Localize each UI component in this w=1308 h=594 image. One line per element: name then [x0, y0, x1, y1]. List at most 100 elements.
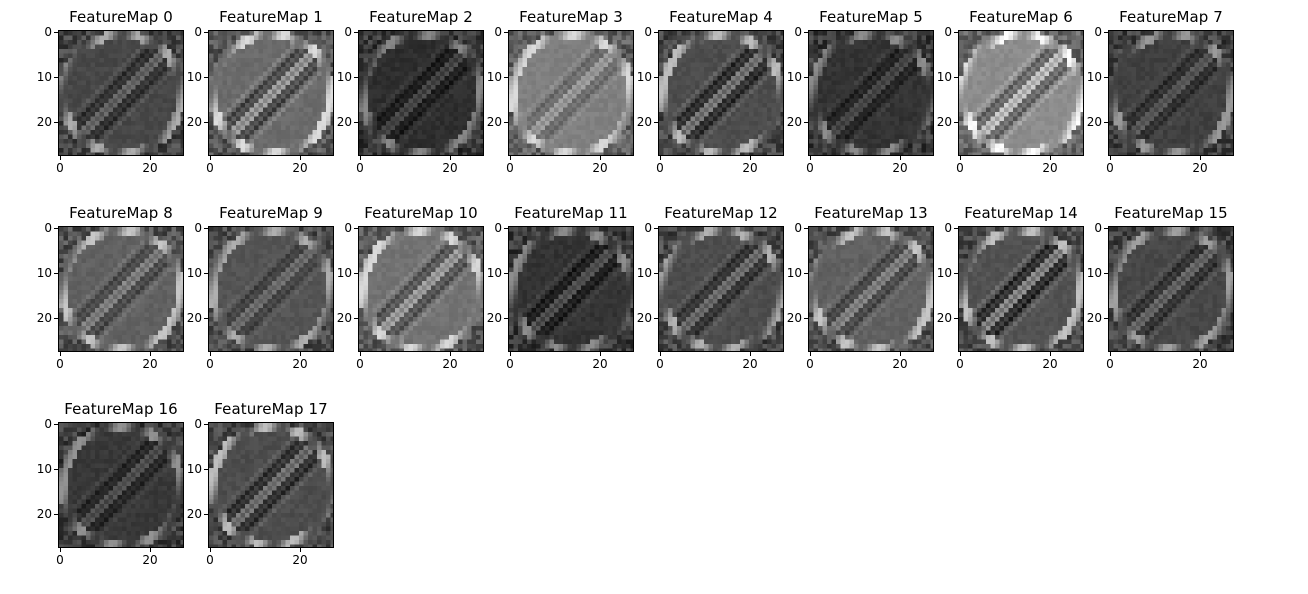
feature-map-panel: FeatureMap 8 0 10 20 0 20: [37, 196, 202, 376]
y-tick-mark: [954, 228, 958, 229]
x-tick-mark: [60, 352, 61, 356]
feature-map-panel: FeatureMap 6 0 10 20 0 20: [937, 0, 1102, 180]
y-tick-mark: [204, 228, 208, 229]
x-tick-mark: [1110, 156, 1111, 160]
y-tick-mark: [204, 514, 208, 515]
x-tick-mark: [300, 548, 301, 552]
y-tick-label: 0: [194, 221, 202, 235]
y-tick-label: 10: [486, 70, 502, 84]
feature-map-panel: FeatureMap 14 0 10 20 0 20: [937, 196, 1102, 376]
y-tick-mark: [1104, 273, 1108, 274]
y-tick-label: 0: [194, 417, 202, 431]
feature-map-pixels: [1109, 227, 1233, 351]
y-tick-label: 10: [786, 266, 802, 280]
x-tick-label: 0: [56, 357, 64, 371]
x-tick-label: 0: [956, 161, 964, 175]
y-tick-mark: [954, 318, 958, 319]
x-tick-mark: [210, 548, 211, 552]
feature-map-panel: FeatureMap 7 0 10 20 0 20: [1087, 0, 1252, 180]
y-tick-label: 10: [486, 266, 502, 280]
panel-title: FeatureMap 7: [1119, 8, 1223, 26]
y-tick-mark: [504, 77, 508, 78]
y-tick-label: 20: [36, 115, 52, 129]
y-tick-label: 0: [44, 221, 52, 235]
feature-map-image: [58, 422, 184, 548]
panel-title: FeatureMap 5: [819, 8, 923, 26]
y-tick-label: 20: [786, 115, 802, 129]
y-tick-mark: [954, 273, 958, 274]
feature-map-pixels: [809, 31, 933, 155]
y-tick-mark: [654, 32, 658, 33]
y-tick-label: 0: [644, 25, 652, 39]
y-tick-label: 10: [186, 266, 202, 280]
x-tick-label: 20: [742, 357, 758, 371]
y-tick-label: 10: [636, 266, 652, 280]
y-tick-label: 10: [1086, 70, 1102, 84]
y-tick-mark: [1104, 122, 1108, 123]
y-tick-label: 20: [336, 311, 352, 325]
y-tick-mark: [654, 77, 658, 78]
feature-map-image: [958, 226, 1084, 352]
x-tick-mark: [450, 156, 451, 160]
feature-map-image: [658, 226, 784, 352]
panel-title: FeatureMap 11: [514, 204, 628, 222]
y-tick-label: 20: [936, 311, 952, 325]
y-tick-mark: [654, 122, 658, 123]
y-tick-mark: [354, 228, 358, 229]
y-tick-mark: [54, 469, 58, 470]
x-tick-label: 20: [592, 357, 608, 371]
feature-map-panel: FeatureMap 15 0 10 20 0 20: [1087, 196, 1252, 376]
y-tick-label: 0: [944, 25, 952, 39]
x-tick-label: 20: [292, 161, 308, 175]
x-tick-label: 0: [206, 161, 214, 175]
x-tick-label: 20: [1042, 161, 1058, 175]
x-tick-label: 20: [442, 357, 458, 371]
feature-map-panel: FeatureMap 16 0 10 20 0 20: [37, 392, 202, 572]
x-tick-label: 0: [806, 161, 814, 175]
feature-map-image: [808, 30, 934, 156]
y-tick-mark: [654, 318, 658, 319]
y-tick-label: 20: [336, 115, 352, 129]
x-tick-label: 20: [892, 357, 908, 371]
y-tick-label: 0: [794, 221, 802, 235]
panel-title: FeatureMap 14: [964, 204, 1078, 222]
panel-title: FeatureMap 13: [814, 204, 928, 222]
x-tick-label: 0: [506, 161, 514, 175]
y-tick-label: 0: [194, 25, 202, 39]
y-tick-mark: [54, 122, 58, 123]
y-tick-label: 0: [44, 25, 52, 39]
y-tick-mark: [204, 469, 208, 470]
y-tick-mark: [804, 318, 808, 319]
x-tick-label: 0: [56, 161, 64, 175]
x-tick-label: 20: [1042, 357, 1058, 371]
feature-map-image: [658, 30, 784, 156]
feature-map-image: [208, 30, 334, 156]
y-tick-mark: [504, 318, 508, 319]
feature-map-panel: FeatureMap 3 0 10 20 0 20: [487, 0, 652, 180]
x-tick-label: 20: [592, 161, 608, 175]
y-tick-mark: [1104, 228, 1108, 229]
feature-map-panel: FeatureMap 11 0 10 20 0 20: [487, 196, 652, 376]
y-tick-mark: [654, 273, 658, 274]
panel-title: FeatureMap 1: [219, 8, 323, 26]
y-tick-mark: [504, 228, 508, 229]
y-tick-label: 0: [494, 221, 502, 235]
panel-title: FeatureMap 4: [669, 8, 773, 26]
y-tick-mark: [954, 122, 958, 123]
x-tick-label: 0: [356, 161, 364, 175]
x-tick-mark: [1050, 156, 1051, 160]
y-tick-mark: [1104, 32, 1108, 33]
y-tick-label: 20: [36, 507, 52, 521]
y-tick-label: 0: [1094, 25, 1102, 39]
feature-map-pixels: [209, 31, 333, 155]
feature-map-image: [58, 226, 184, 352]
y-tick-mark: [204, 273, 208, 274]
feature-map-pixels: [59, 227, 183, 351]
y-tick-label: 10: [36, 462, 52, 476]
y-tick-label: 0: [344, 221, 352, 235]
x-tick-label: 0: [1106, 161, 1114, 175]
x-tick-mark: [750, 352, 751, 356]
feature-map-image: [58, 30, 184, 156]
x-tick-mark: [150, 156, 151, 160]
y-tick-mark: [54, 424, 58, 425]
